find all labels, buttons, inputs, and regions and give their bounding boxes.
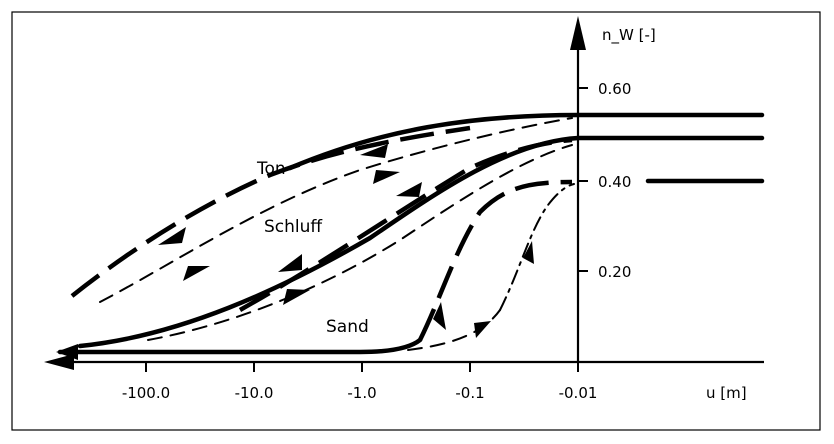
y-tick-label: 0.20 (598, 263, 631, 281)
schluff-drying-curve (77, 135, 765, 349)
chart-frame (11, 11, 821, 431)
sand-wetting-dashdot-curve (499, 183, 575, 311)
ton-drying-dash-curve (70, 125, 471, 298)
schluff-wetting-curve (147, 144, 573, 341)
ton-arrow-left (360, 144, 388, 158)
sand-arrow-down (433, 302, 446, 330)
schluff-drying-dash-curve (238, 137, 573, 312)
sand-drying-curve (57, 337, 423, 355)
y-axis-label: n_W [-] (602, 26, 656, 45)
sand-arrow-up (474, 321, 491, 338)
ton-arrow-right (183, 266, 210, 281)
sand-wetting-curve (407, 309, 501, 351)
x-tick-label: -0.01 (559, 384, 598, 402)
ton-arrow-left (158, 227, 186, 245)
x-tick-label: -100.0 (122, 384, 170, 402)
ton-arrow-right (373, 170, 400, 184)
ton-wetting-curve (99, 117, 573, 303)
schluff-arrow-right (283, 289, 310, 305)
x-tick-label: -0.1 (455, 384, 484, 402)
schluff-arrow-left (278, 254, 302, 272)
sand-drying-dash-curve (417, 179, 573, 342)
series-label-sand: Sand (326, 317, 369, 337)
y-tick-label: 0.60 (598, 80, 631, 98)
series-label-schluff: Schluff (264, 217, 323, 237)
y-axis-arrow (570, 16, 586, 50)
x-axis-label: u [m] (706, 384, 747, 402)
sand-arrow-left (56, 344, 78, 360)
y-tick-label: 0.40 (598, 173, 631, 191)
ton-drying-curve (287, 112, 765, 171)
x-axis-arrow (44, 354, 74, 370)
schluff-arrow-left (396, 182, 422, 197)
sand-arrow-up (523, 241, 534, 264)
x-tick-label: -1.0 (347, 384, 376, 402)
x-tick-label: -10.0 (235, 384, 274, 402)
series-label-ton: Ton (256, 159, 286, 179)
